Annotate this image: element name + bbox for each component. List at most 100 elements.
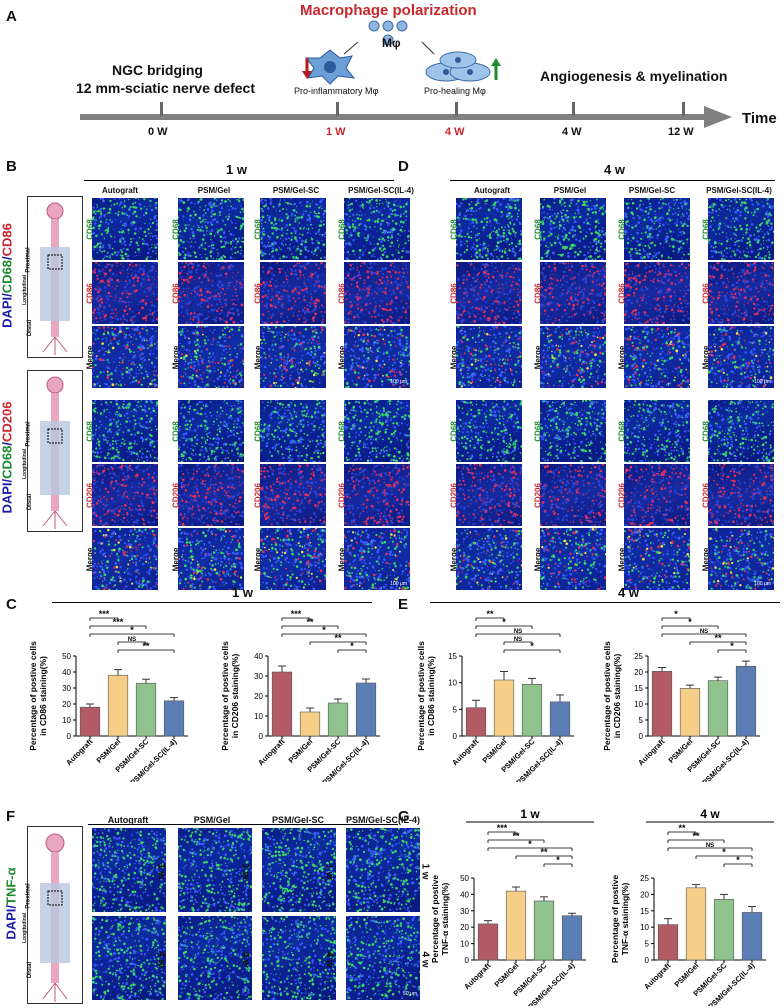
y-label: Percentage of postive	[430, 875, 440, 964]
pro-healing-cells-icon	[425, 51, 491, 82]
b-col-psm-gel: PSM/Gel	[197, 186, 231, 195]
sig-label: NS	[128, 637, 136, 643]
x-tick-label-group: Autograft	[450, 737, 481, 768]
f-nerve-schematic: Proximal Longitudinal Distal	[22, 826, 83, 1004]
f-row-label: 1 w	[239, 863, 251, 880]
y-tick-label: 0	[645, 956, 650, 965]
b-time-rule	[84, 180, 394, 181]
x-tick-label-group: PSM/Gel-SC(IL-4)	[526, 961, 576, 1006]
bar-psm-gel	[505, 890, 527, 961]
b-micrograph	[260, 400, 326, 462]
sig-label: *	[350, 641, 354, 651]
f-micrograph	[92, 916, 166, 1000]
d-micrograph	[456, 464, 522, 526]
f-micrograph	[262, 828, 336, 912]
y-label-group: Percentage of postive cells in CD206 stai…	[602, 641, 622, 751]
bar-psm-gel	[685, 887, 707, 961]
sig-label: NS	[514, 629, 522, 635]
d-micrograph	[456, 400, 522, 462]
f-col-psm-gel: PSM/Gel	[193, 815, 231, 825]
timeline-left-text-1: NGC bridging	[112, 62, 203, 78]
y-tick-label: 40	[254, 652, 263, 661]
panel-label-c: C	[6, 596, 17, 613]
f-row-label: 4 w	[323, 951, 335, 968]
d-micrograph	[456, 326, 522, 388]
f-col-autograft: Autograft	[107, 815, 149, 825]
bar-psm-gel-sc-il-4-	[735, 665, 757, 737]
y-tick-label: 0	[465, 956, 470, 965]
x-tick-label-group: PSM/Gel-SC(IL-4)	[128, 737, 178, 782]
y-label-group: Percentage of postive cells in CD86 stain…	[416, 641, 436, 751]
x-tick-label-group: Autograft	[256, 737, 287, 768]
d-micrograph	[540, 262, 606, 324]
pro-inflammatory-label: Pro-inflammatory Mφ	[294, 86, 379, 96]
d-micrograph	[708, 198, 774, 260]
e-time-rule	[430, 602, 780, 603]
x-tick-label-group: PSM/Gel	[95, 737, 123, 765]
f-row-label: 1 w	[323, 863, 335, 880]
b-col-psm-gel-sc: PSM/Gel-SC	[272, 186, 320, 195]
b-stain-label-cd206: DAPI/CD68/CD206	[0, 401, 15, 514]
y-label: in CD86 staining(%)	[426, 656, 436, 736]
y-tick-label: 40	[460, 890, 469, 899]
x-tick-label-group: PSM/Gel-SC(IL-4)	[700, 737, 750, 782]
panel-label-b: B	[6, 158, 17, 175]
x-tick-label: Autograft	[462, 961, 493, 992]
sig-label: **	[334, 633, 342, 643]
y-tick-label: 10	[448, 679, 457, 688]
y-label: TNF-α staining(%)	[620, 882, 630, 955]
chart-e-cd86: 0 5 10 15 Percentage of postive cells in CD86…	[416, 609, 574, 782]
sig-label: ***	[99, 609, 110, 619]
y-label: Percentage of postive cells	[416, 641, 426, 751]
b-micrograph: 100 μm	[344, 326, 410, 388]
d-micrograph	[708, 400, 774, 462]
y-tick-label: 30	[254, 672, 263, 681]
d-micrograph	[624, 528, 690, 590]
bar-autograft	[465, 707, 487, 737]
sig-label: *	[130, 625, 134, 635]
f-col-psm-gel-sc: PSM/Gel-SC	[271, 815, 324, 825]
panel-label-f: F	[6, 808, 16, 825]
f-row-label: 4 w	[239, 951, 251, 968]
b-micrograph	[260, 326, 326, 388]
y-tick-label: 20	[460, 923, 469, 932]
sig-label: *	[502, 617, 506, 627]
y-tick-label: 0	[259, 732, 264, 741]
timeline-axis	[80, 114, 708, 120]
bar-psm-gel-sc	[707, 680, 729, 737]
y-tick-label: 40	[62, 668, 71, 677]
sig-label: ***	[291, 609, 302, 619]
sig-label: NS	[514, 637, 522, 643]
bar-psm-gel-sc-il-4-	[561, 915, 583, 961]
b-micrograph	[344, 198, 410, 260]
b-micrograph	[92, 528, 158, 590]
c-time-label: 1 w	[232, 585, 253, 600]
x-tick-label-group: PSM/Gel-SC(IL-4)	[320, 737, 370, 782]
scale-bar: 100 μm	[390, 379, 407, 385]
f-header-rule	[88, 824, 398, 825]
d-micrograph	[540, 198, 606, 260]
b-micrograph	[260, 464, 326, 526]
bar-psm-gel-sc	[521, 683, 543, 737]
y-tick-label: 30	[460, 907, 469, 916]
x-tick-label-group: Autograft	[636, 737, 667, 768]
y-label-group: Percentage of postive cells in CD86 stain…	[28, 641, 48, 751]
x-tick-label: Autograft	[450, 737, 481, 768]
down-arrow-icon	[302, 58, 312, 79]
d-micrograph	[456, 528, 522, 590]
y-tick-label: 15	[640, 907, 649, 916]
x-tick-label: PSM/Gel	[667, 737, 695, 765]
sig-label: ***	[113, 617, 124, 627]
sig-label: *	[322, 625, 326, 635]
sig-label: *	[674, 609, 678, 619]
d-micrograph: 100 μm	[708, 326, 774, 388]
d-col-autograft: Autograft	[474, 186, 510, 195]
c-time-rule	[52, 602, 372, 603]
x-tick-label: PSM/Gel-SC(IL-4)	[514, 737, 564, 782]
d-time-label: 4 w	[604, 162, 625, 177]
d-micrograph	[624, 262, 690, 324]
d-micrograph	[708, 464, 774, 526]
timeline-left-text-2: 12 mm-sciatic nerve defect	[76, 80, 255, 96]
bar-psm-gel-sc-il-4-	[163, 700, 185, 737]
y-tick-label: 20	[634, 668, 643, 677]
